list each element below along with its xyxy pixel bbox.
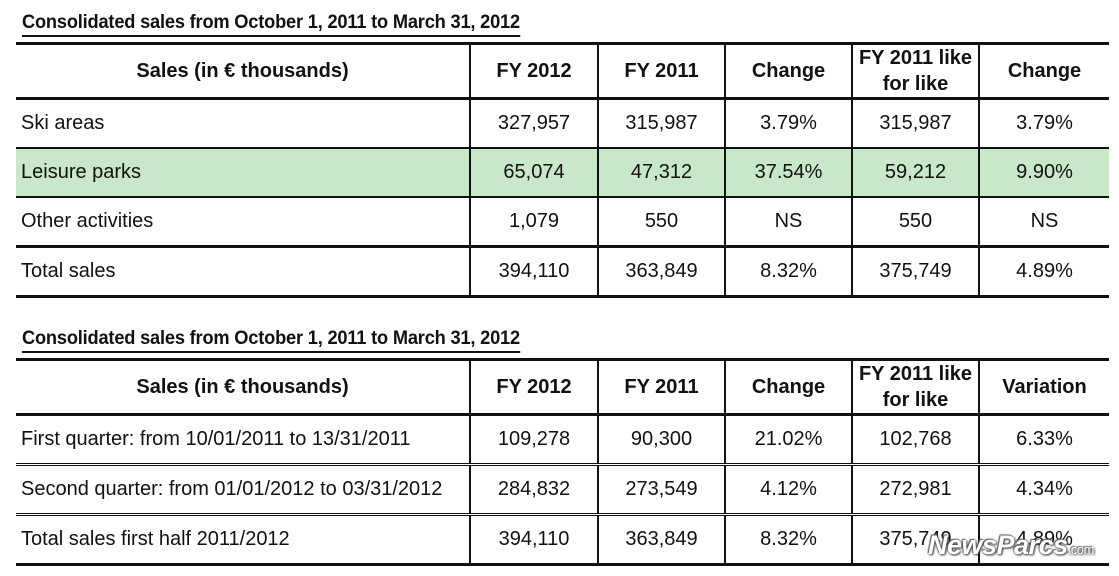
total-row: Total sales first half 2011/2012 394,110… xyxy=(16,514,1109,566)
cell: 375,749 xyxy=(851,245,980,298)
header-fy2011: FY 2011 xyxy=(597,358,726,416)
cell: 4.34% xyxy=(978,464,1109,516)
cell: 6.33% xyxy=(978,414,1109,466)
row-label: Second quarter: from 01/01/2012 to 03/31… xyxy=(16,464,471,516)
table-row: Second quarter: from 01/01/2012 to 03/31… xyxy=(16,464,1109,516)
row-label: Leisure parks xyxy=(16,148,471,198)
cell: 273,549 xyxy=(597,464,726,516)
header-variation: Variation xyxy=(978,358,1109,416)
header-fy2011-lfl: FY 2011 like for like xyxy=(851,358,980,416)
header-fy2011-lfl: FY 2011 like for like xyxy=(851,42,980,100)
sales-table-by-quarter: Sales (in € thousands) FY 2012 FY 2011 C… xyxy=(16,358,1109,566)
table-row: Other activities 1,079 550 NS 550 NS xyxy=(16,197,1109,247)
watermark-brand: NewsParcs xyxy=(928,530,1068,560)
cell: 550 xyxy=(851,197,980,247)
newsparcs-watermark: NewsParcs.com xyxy=(928,530,1094,561)
cell: 1,079 xyxy=(469,197,599,247)
watermark-suffix: .com xyxy=(1067,542,1095,557)
total-row: Total sales 394,110 363,849 8.32% 375,74… xyxy=(16,245,1109,298)
row-label: First quarter: from 10/01/2011 to 13/31/… xyxy=(16,414,471,466)
header-fy2011: FY 2011 xyxy=(597,42,726,100)
table-row: First quarter: from 10/01/2011 to 13/31/… xyxy=(16,414,1109,466)
header-sales: Sales (in € thousands) xyxy=(16,42,471,100)
header-fy2012: FY 2012 xyxy=(469,358,599,416)
cell: 327,957 xyxy=(469,98,599,149)
cell: 272,981 xyxy=(851,464,980,516)
header-row: Sales (in € thousands) FY 2012 FY 2011 C… xyxy=(16,358,1109,416)
cell: 375,749 xyxy=(851,514,980,566)
cell: 59,212 xyxy=(851,148,980,198)
cell: NS xyxy=(724,197,853,247)
header-change: Change xyxy=(724,42,853,100)
cell: 65,074 xyxy=(469,148,599,198)
cell: 8.32% xyxy=(724,245,853,298)
table-row-highlighted: Leisure parks 65,074 47,312 37.54% 59,21… xyxy=(16,148,1109,198)
row-label: Total sales first half 2011/2012 xyxy=(16,514,471,566)
header-change-lfl: Change xyxy=(978,42,1109,100)
cell: 315,987 xyxy=(851,98,980,149)
header-row: Sales (in € thousands) FY 2012 FY 2011 C… xyxy=(16,42,1109,100)
header-fy2012: FY 2012 xyxy=(469,42,599,100)
row-label: Other activities xyxy=(16,197,471,247)
cell: 37.54% xyxy=(724,148,853,198)
cell: 394,110 xyxy=(469,245,599,298)
cell: NS xyxy=(978,197,1109,247)
row-label: Ski areas xyxy=(16,98,471,149)
cell: 363,849 xyxy=(597,245,726,298)
cell: 109,278 xyxy=(469,414,599,466)
cell: 3.79% xyxy=(724,98,853,149)
cell: 4.89% xyxy=(978,514,1109,566)
table2-caption: Consolidated sales from October 1, 2011 … xyxy=(22,328,520,353)
row-label: Total sales xyxy=(16,245,471,298)
cell: 284,832 xyxy=(469,464,599,516)
cell: 90,300 xyxy=(597,414,726,466)
cell: 394,110 xyxy=(469,514,599,566)
table-row: Ski areas 327,957 315,987 3.79% 315,987 … xyxy=(16,98,1109,149)
table1-caption: Consolidated sales from October 1, 2011 … xyxy=(22,12,520,37)
cell: 9.90% xyxy=(978,148,1109,198)
header-sales: Sales (in € thousands) xyxy=(16,358,471,416)
cell: 3.79% xyxy=(978,98,1109,149)
header-change: Change xyxy=(724,358,853,416)
sales-table-by-activity: Sales (in € thousands) FY 2012 FY 2011 C… xyxy=(16,42,1109,298)
cell: 550 xyxy=(597,197,726,247)
cell: 102,768 xyxy=(851,414,980,466)
cell: 315,987 xyxy=(597,98,726,149)
cell: 8.32% xyxy=(724,514,853,566)
cell: 363,849 xyxy=(597,514,726,566)
cell: 4.12% xyxy=(724,464,853,516)
cell: 21.02% xyxy=(724,414,853,466)
cell: 4.89% xyxy=(978,245,1109,298)
cell: 47,312 xyxy=(597,148,726,198)
